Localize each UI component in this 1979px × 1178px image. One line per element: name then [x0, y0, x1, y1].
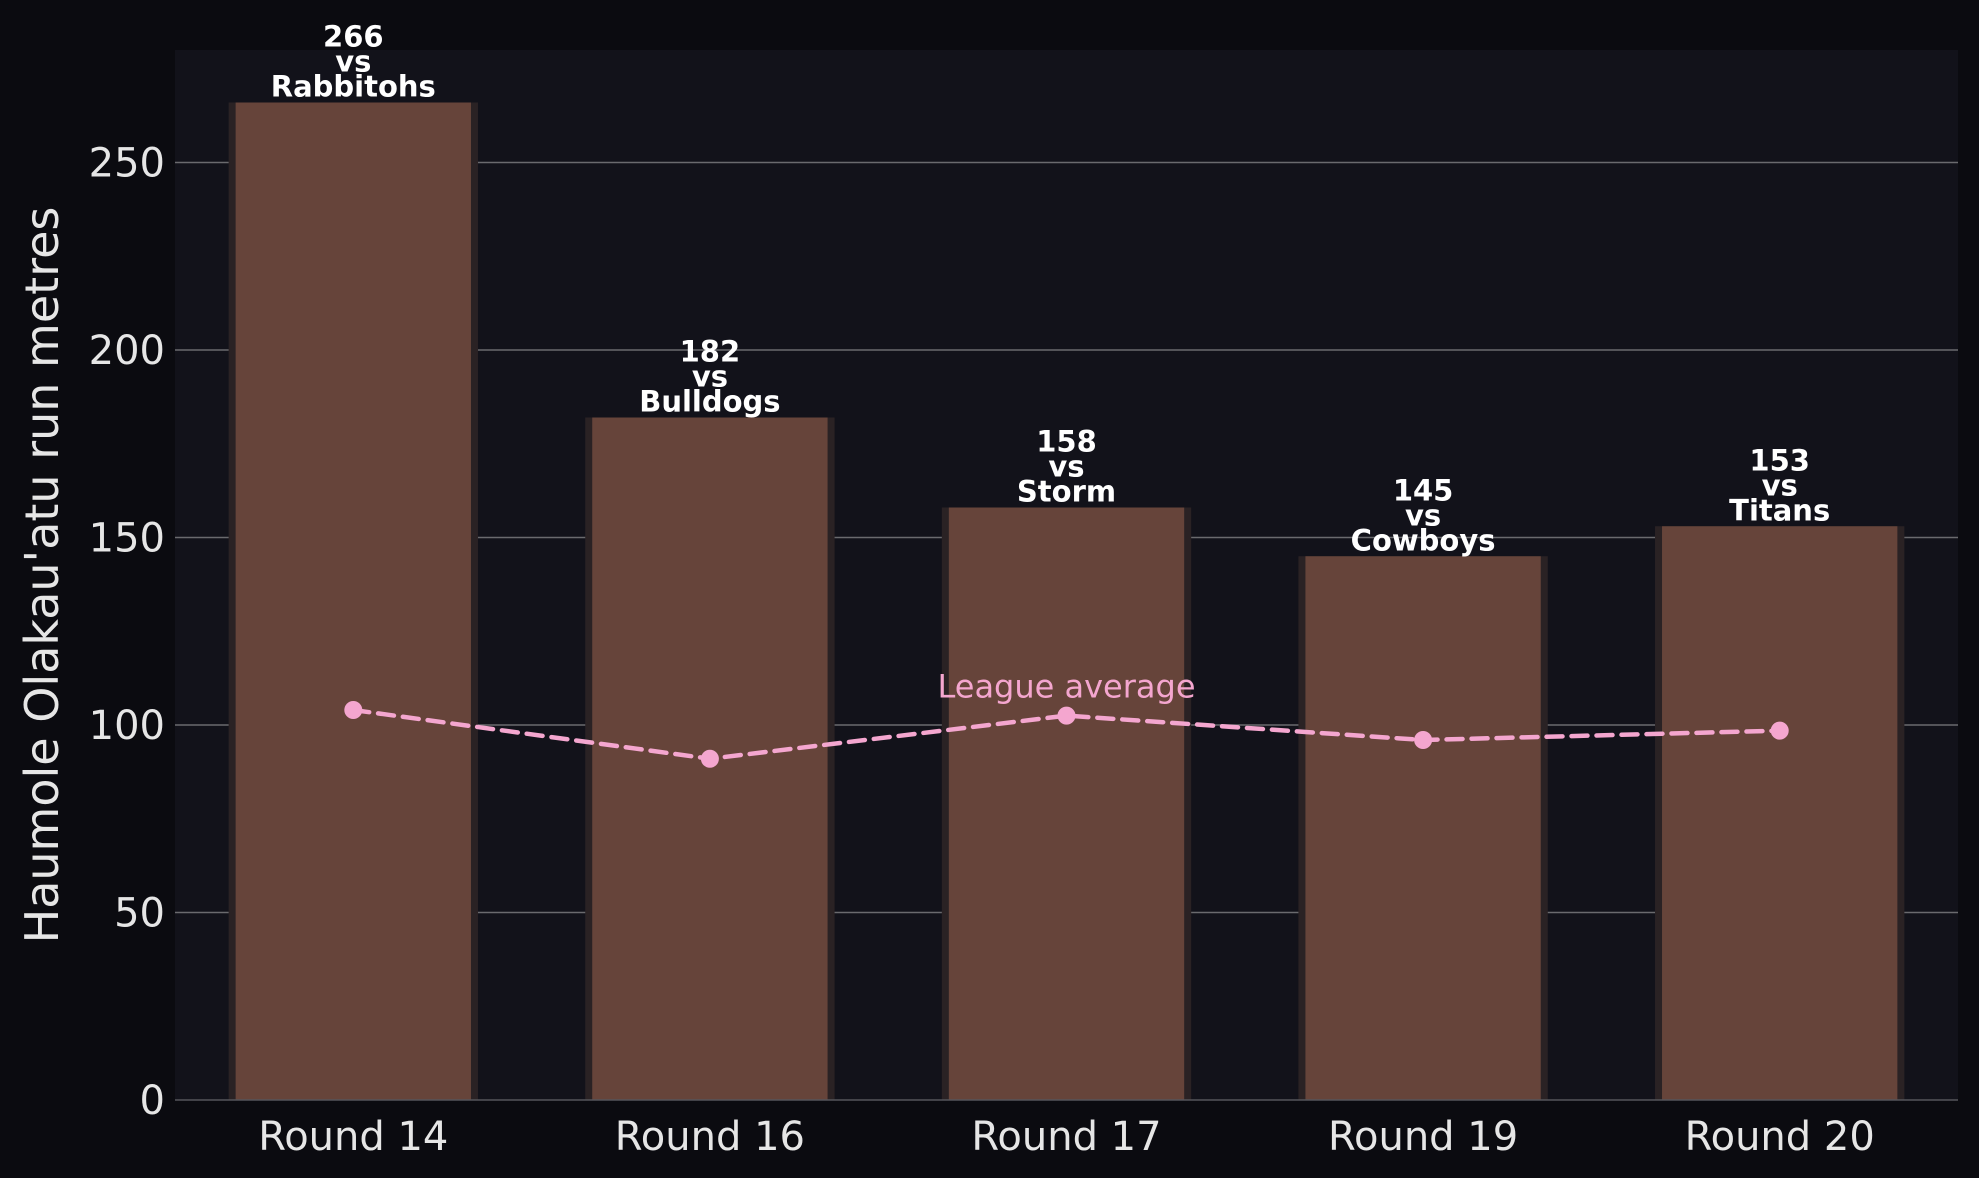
bar-vs-label: vs — [335, 45, 371, 79]
bar-value-label: 153 — [1749, 443, 1810, 477]
bar-vs-label: vs — [1048, 450, 1084, 484]
bar-value-label: 145 — [1393, 473, 1454, 507]
bar-round-17 — [948, 507, 1185, 1100]
y-tick-label: 100 — [89, 703, 165, 749]
bar-opponent-label: Titans — [1729, 493, 1830, 527]
league-average-point — [1770, 721, 1789, 740]
y-axis-title: Haumole Olakau'atu run metres — [15, 207, 69, 944]
y-tick-label: 250 — [89, 141, 165, 187]
y-tick-label: 150 — [89, 516, 165, 562]
bar-opponent-label: Bulldogs — [639, 385, 780, 419]
x-tick-label: Round 17 — [971, 1114, 1161, 1160]
bar-opponent-label: Rabbitohs — [271, 70, 436, 104]
league-average-line — [351, 707, 1782, 762]
x-tick-label: Round 20 — [1685, 1114, 1875, 1160]
y-tick-label: 0 — [140, 1078, 165, 1124]
bar-vs-label: vs — [1762, 468, 1798, 502]
y-tick-label: 200 — [89, 328, 165, 374]
bar-vs-label: vs — [692, 360, 728, 394]
league-average-point — [1057, 706, 1076, 725]
bar-opponent-label: Storm — [1017, 475, 1116, 509]
x-tick-label: Round 16 — [615, 1114, 805, 1160]
bar-round-19 — [1305, 556, 1541, 1100]
bar-value-label: 266 — [323, 20, 384, 54]
bar-round-14 — [235, 102, 471, 1100]
x-tick-label: Round 19 — [1328, 1114, 1518, 1160]
x-tick-label: Round 14 — [258, 1114, 448, 1160]
league-average-point — [344, 701, 363, 719]
league-average-point — [700, 749, 719, 768]
bar-round-20 — [1662, 526, 1898, 1100]
bar-opponent-label: Cowboys — [1351, 523, 1496, 557]
league-average-series: League average — [344, 668, 1789, 768]
bars — [228, 102, 1905, 1100]
bar-value-label: 182 — [680, 335, 741, 369]
bar-vs-label: vs — [1405, 498, 1441, 532]
axes: 0 50 100 150 200 250 Round 14 Round 16 Round 17 R… — [89, 141, 1958, 1160]
bar-value-label: 158 — [1036, 425, 1097, 459]
league-average-annotation: League average — [937, 668, 1195, 706]
league-average-point — [1414, 731, 1433, 749]
y-tick-label: 50 — [114, 891, 165, 937]
